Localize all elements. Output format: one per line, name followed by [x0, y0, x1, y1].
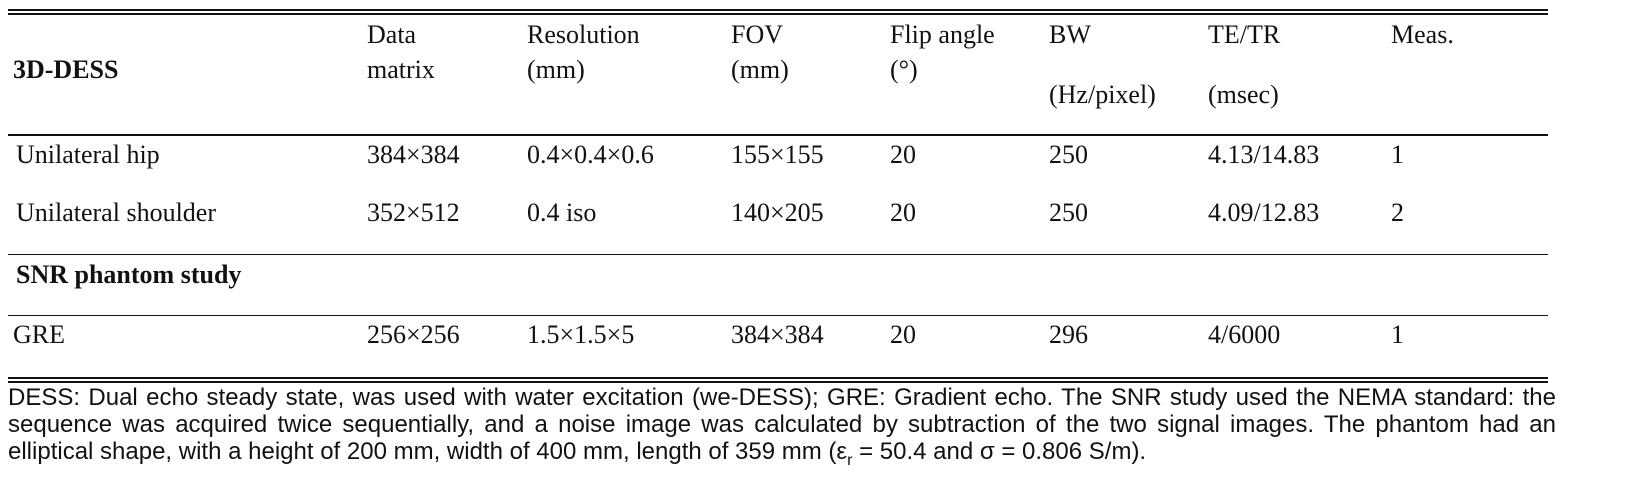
- cell: Unilateral shoulder: [16, 198, 216, 227]
- header-cell: Data: [367, 20, 417, 49]
- header-cell: (msec): [1208, 80, 1279, 109]
- cell: 256×256: [367, 320, 460, 349]
- header-cell: Meas.: [1391, 20, 1454, 49]
- cell: 384×384: [731, 320, 824, 349]
- footnote-text: = 50.4 and σ = 0.806 S/m).: [852, 438, 1147, 465]
- cell: 2: [1391, 198, 1404, 227]
- section-rule: [8, 254, 1548, 255]
- cell: 0.4×0.4×0.6: [527, 140, 654, 169]
- cell: 384×384: [367, 140, 460, 169]
- header-rule: [8, 134, 1548, 136]
- section-title: SNR phantom study: [16, 260, 242, 289]
- cell: 4.09/12.83: [1208, 198, 1320, 227]
- footnote-subscript: r: [847, 451, 853, 469]
- cell: 1.5×1.5×5: [527, 320, 635, 349]
- cell: 20: [890, 320, 916, 349]
- section-rule: [8, 315, 1548, 316]
- top-rule: [8, 9, 1548, 11]
- footnote-text: DESS: Dual echo steady state, was used w…: [8, 384, 1556, 465]
- header-cell: (mm): [731, 55, 789, 84]
- cell: 20: [890, 140, 916, 169]
- cell: GRE: [13, 320, 65, 349]
- header-cell: TE/TR: [1208, 20, 1281, 49]
- header-cell: BW: [1049, 20, 1091, 49]
- top-rule: [8, 13, 1548, 15]
- cell: 250: [1049, 140, 1088, 169]
- cell: 352×512: [367, 198, 460, 227]
- cell: 155×155: [731, 140, 824, 169]
- cell: 4/6000: [1208, 320, 1281, 349]
- bottom-rule: [8, 377, 1548, 379]
- footnote: DESS: Dual echo steady state, was used w…: [8, 384, 1556, 474]
- cell: 20: [890, 198, 916, 227]
- cell: 1: [1391, 320, 1404, 349]
- header-cell: Resolution: [527, 20, 640, 49]
- cell: 250: [1049, 198, 1088, 227]
- cell: 1: [1391, 140, 1404, 169]
- cell: 0.4 iso: [527, 198, 597, 227]
- header-cell: Flip angle: [890, 20, 995, 49]
- cell: 140×205: [731, 198, 824, 227]
- header-cell: 3D-DESS: [13, 55, 119, 84]
- cell: 296: [1049, 320, 1088, 349]
- cell: 4.13/14.83: [1208, 140, 1320, 169]
- header-cell: (Hz/pixel): [1049, 80, 1156, 109]
- header-cell: (mm): [527, 55, 585, 84]
- header-cell: (°): [890, 55, 918, 84]
- header-cell: FOV: [731, 20, 784, 49]
- bottom-rule: [8, 381, 1548, 383]
- cell: Unilateral hip: [16, 140, 160, 169]
- header-cell: matrix: [367, 55, 435, 84]
